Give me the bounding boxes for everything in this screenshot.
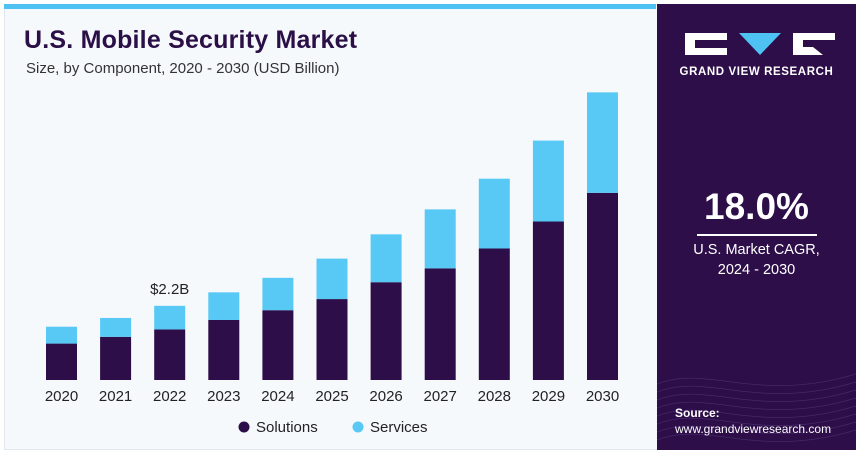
bar-services-2027: [424, 209, 456, 269]
x-tick-label: 2023: [207, 388, 240, 405]
source-url[interactable]: www.grandviewresearch.com: [675, 422, 832, 436]
data-label: $2.2B: [150, 281, 189, 298]
cagr-label-line1: U.S. Market CAGR,: [693, 242, 820, 258]
cagr-divider: [697, 234, 817, 236]
x-tick-label: 2022: [153, 388, 186, 405]
bar-services-2028: [478, 178, 510, 249]
x-tick-label: 2028: [478, 388, 511, 405]
grand-view-research-logo: [685, 33, 835, 55]
x-tick-label: 2027: [424, 388, 457, 405]
source-label: Source:: [675, 406, 720, 420]
bar-solutions-2028: [478, 248, 510, 380]
cagr-label-line2: 2024 - 2030: [717, 262, 796, 278]
bar-services-2024: [262, 277, 294, 311]
bar-services-2021: [100, 317, 132, 337]
bar-services-2026: [370, 234, 402, 283]
bar-solutions-2029: [532, 221, 564, 380]
bar-services-2020: [46, 326, 77, 344]
x-tick-label: 2030: [586, 388, 619, 405]
x-tick-label: 2021: [99, 388, 132, 405]
chart-subtitle: Size, by Component, 2020 - 2030 (USD Bil…: [26, 60, 340, 77]
accent-bar: [4, 4, 656, 9]
bar-solutions-2025: [316, 299, 348, 380]
chart-title: U.S. Mobile Security Market: [24, 26, 358, 54]
cagr-label: U.S. Market CAGR, 2024 - 2030: [657, 240, 856, 280]
bar-services-2029: [532, 140, 564, 222]
wave-pattern: [657, 373, 856, 442]
bar-solutions-2026: [370, 282, 402, 380]
x-tick-label: 2026: [369, 388, 402, 405]
legend-marker-services: [352, 421, 364, 433]
bar-services-2025: [316, 258, 348, 300]
legend-label-services: Services: [370, 419, 428, 436]
cagr-value: 18.0%: [704, 186, 809, 227]
info-panel: GRAND VIEW RESEARCH 18.0% U.S. Market CA…: [657, 4, 856, 450]
x-tick-label: 2024: [261, 388, 294, 405]
bar-solutions-2030: [587, 192, 618, 380]
brand-name: GRAND VIEW RESEARCH: [679, 66, 834, 78]
bar-solutions-2020: [46, 343, 77, 380]
bar-solutions-2024: [262, 310, 294, 380]
x-tick-label: 2029: [532, 388, 565, 405]
bar-services-2023: [208, 292, 240, 320]
stacked-bar-chart: 2020 2021 2022 2023 2024 2025 2026 2027 2028 2029…: [45, 92, 619, 436]
x-tick-label: 2025: [315, 388, 348, 405]
bar-solutions-2027: [424, 268, 456, 380]
legend-marker-solutions: [238, 421, 250, 433]
bar-services-2022: [154, 305, 186, 330]
bar-solutions-2021: [100, 336, 132, 380]
bar-solutions-2022: [154, 329, 186, 380]
bar-services-2030: [587, 92, 618, 193]
legend-label-solutions: Solutions: [256, 419, 318, 436]
x-tick-label: 2020: [45, 388, 78, 405]
bar-solutions-2023: [208, 319, 240, 380]
